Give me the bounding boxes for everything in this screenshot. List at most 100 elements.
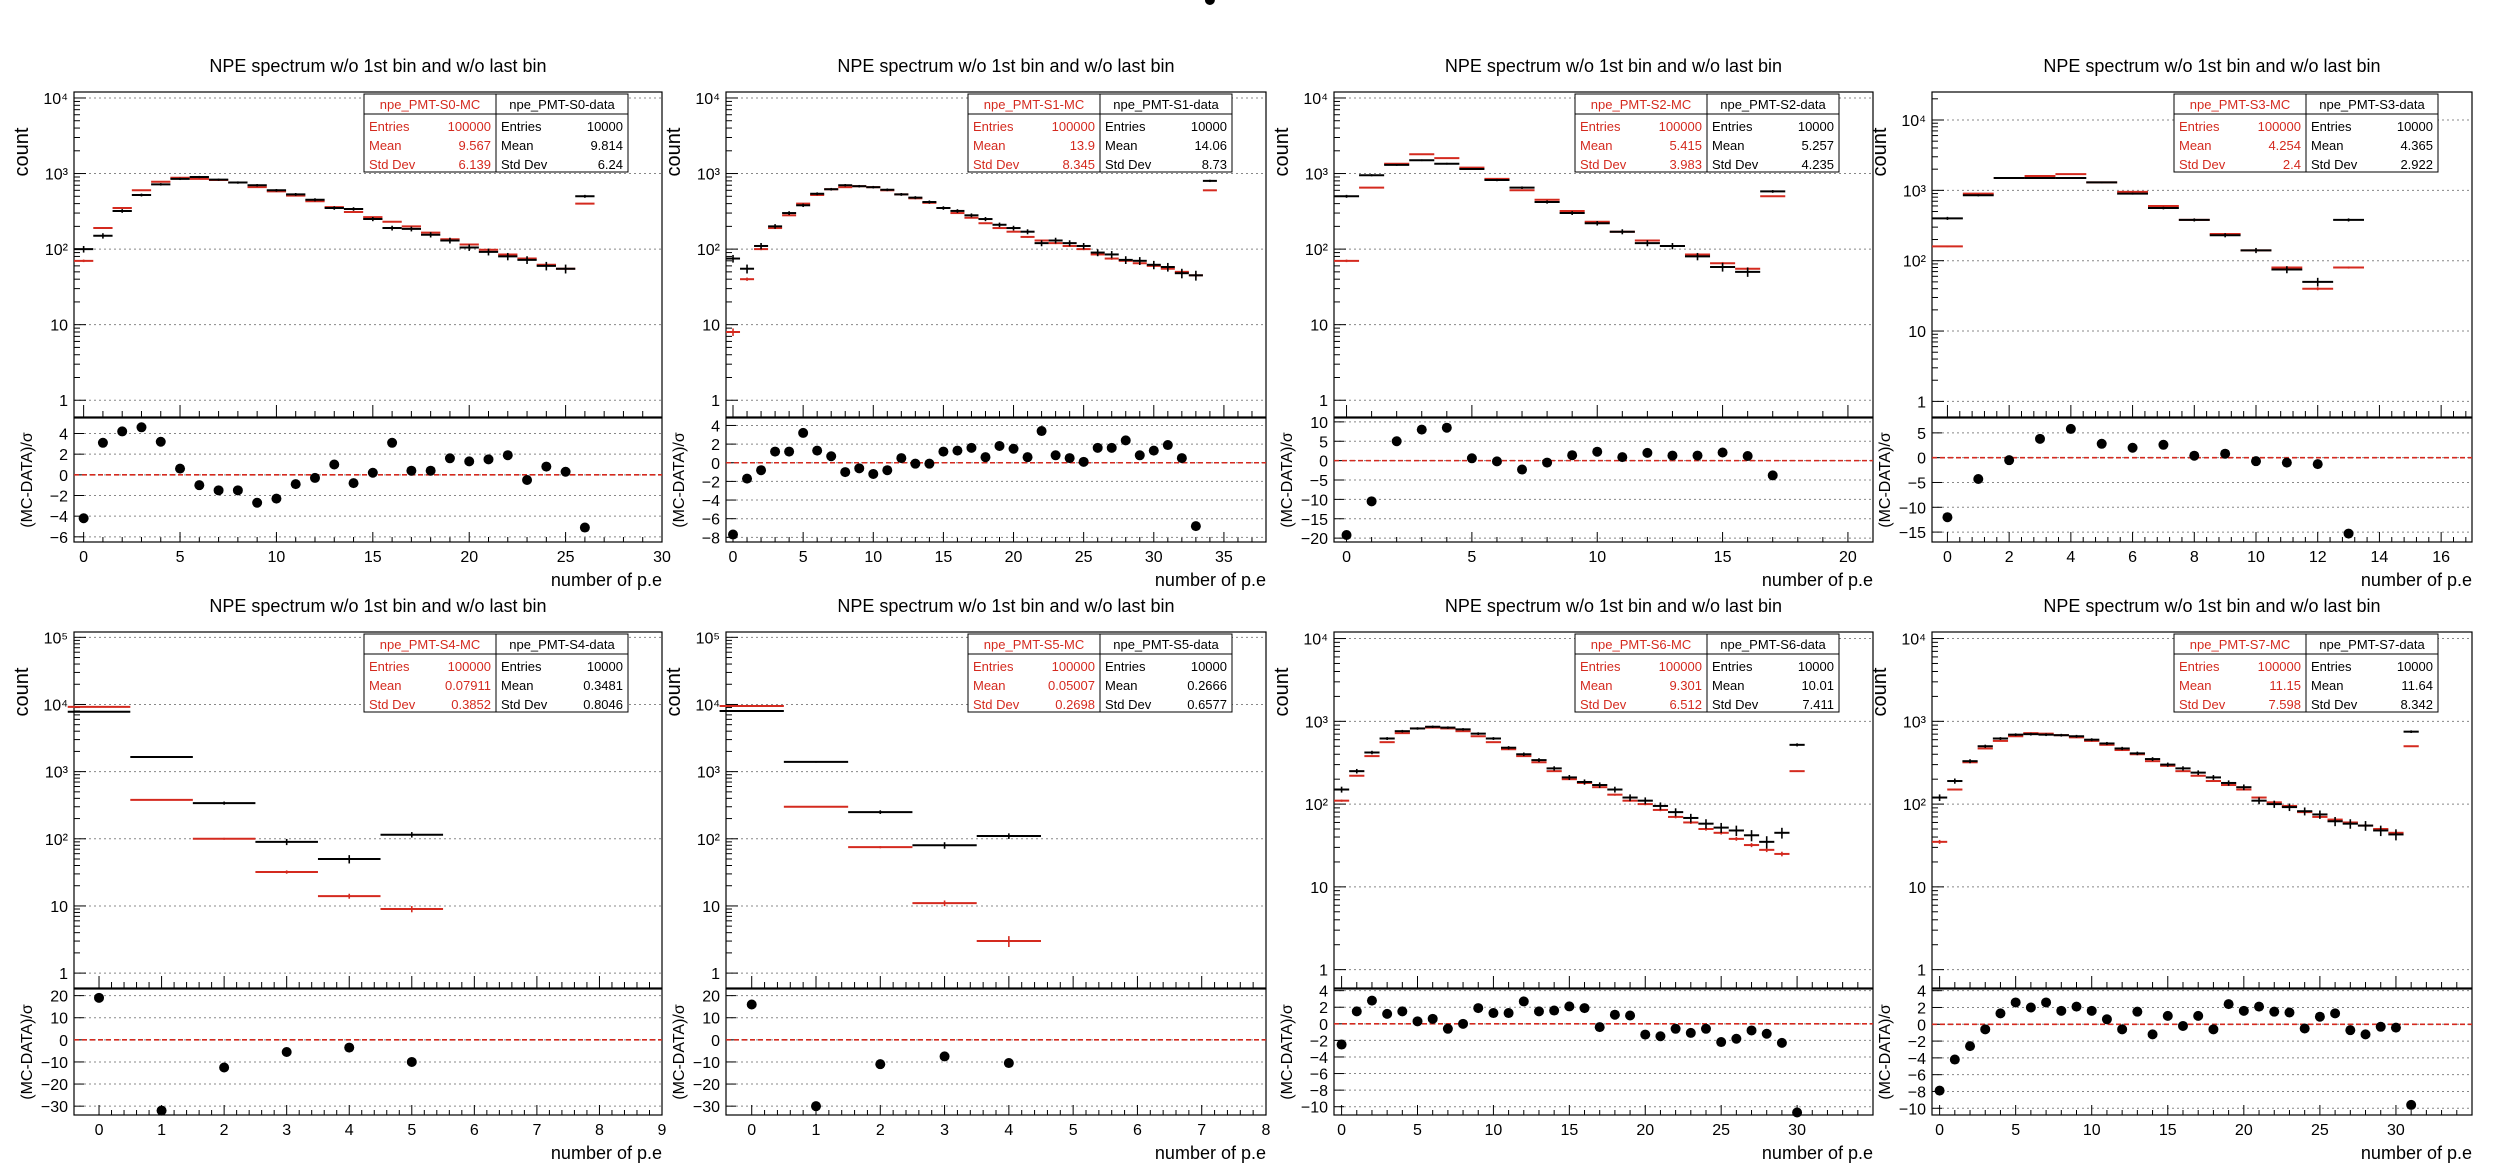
- stats-box-name: npe_PMT-S0-data: [509, 97, 615, 112]
- y-tick-label: 10³: [697, 167, 721, 184]
- ratio-y-tick-label: 5: [1917, 426, 1926, 443]
- y-tick-label: 10⁵: [44, 630, 68, 647]
- stats-value: 100000: [2258, 119, 2301, 134]
- stats-value: 9.814: [590, 138, 623, 153]
- ratio-point: [798, 427, 809, 438]
- y-tick-label: 10: [50, 899, 68, 916]
- stats-label: Entries: [369, 119, 410, 134]
- y-tick-label: 10²: [45, 832, 69, 849]
- x-tick-label: 10: [1485, 1122, 1503, 1139]
- chart-panel-7: NPE spectrum w/o 1st bin and w/o last bi…: [1869, 596, 2473, 1163]
- ratio-point: [1517, 464, 1528, 475]
- ratio-point: [854, 463, 865, 474]
- ratio-y-tick-label: −10: [1899, 500, 1926, 517]
- ratio-y-tick-label: −8: [1908, 1084, 1926, 1101]
- stats-label: Mean: [2179, 138, 2212, 153]
- ratio-point: [1204, 0, 1215, 5]
- ratio-point: [1594, 1022, 1605, 1033]
- stats-value: 10000: [2397, 119, 2433, 134]
- x-tick-label: 25: [1712, 1122, 1730, 1139]
- x-tick-label: 35: [1215, 549, 1233, 566]
- ratio-point: [2162, 1010, 2173, 1021]
- ratio-point: [2284, 1007, 2295, 1018]
- x-tick-label: 25: [2311, 1122, 2329, 1139]
- ratio-y-tick-label: −2: [50, 489, 68, 506]
- ratio-plot-frame: [725, 417, 1267, 543]
- x-tick-label: 20: [1005, 549, 1023, 566]
- ratio-point: [425, 465, 436, 476]
- ratio-point: [406, 1056, 417, 1067]
- ratio-point: [94, 992, 105, 1003]
- stats-box-data: npe_PMT-S0-data Entries 10000 Mean 9.814 Std …: [495, 93, 629, 173]
- ratio-plot-frame: [725, 988, 1267, 1116]
- chart-panel-6: NPE spectrum w/o 1st bin and w/o last bi…: [1271, 596, 1874, 1163]
- stats-box-name: npe_PMT-S1-MC: [984, 97, 1084, 112]
- stats-value: 7.411: [1802, 697, 1834, 712]
- ratio-point: [1579, 1003, 1590, 1014]
- x-tick-label: 25: [557, 549, 575, 566]
- series-mc: [1932, 732, 2419, 844]
- y-axis-title: count: [1869, 667, 1891, 716]
- stats-box-frame: [1099, 633, 1233, 713]
- stats-box-name: npe_PMT-S0-MC: [380, 97, 480, 112]
- ratio-point: [2189, 450, 2200, 461]
- y-tick-label: 10: [50, 318, 68, 335]
- ratio-point: [1731, 1033, 1742, 1044]
- stats-box-mc: npe_PMT-S2-MC Entries 100000 Mean 5.415 Std D…: [1574, 93, 1708, 173]
- stats-value: 6.512: [1669, 697, 1702, 712]
- ratio-point: [2390, 1022, 2401, 1033]
- stats-label: Std Dev: [1712, 157, 1759, 172]
- stats-value: 100000: [1659, 659, 1702, 674]
- x-axis-title: number of p.e: [1155, 1143, 1266, 1163]
- stats-box-data: npe_PMT-S5-data Entries 10000 Mean 0.2666 Std…: [1099, 633, 1233, 713]
- ratio-point: [2096, 438, 2107, 449]
- stats-box-data: npe_PMT-S4-data Entries 10000 Mean 0.3481 Std…: [495, 633, 629, 713]
- y-axis-title: count: [663, 127, 685, 176]
- stats-value: 8.73: [1202, 157, 1227, 172]
- x-axis-title: number of p.e: [551, 1143, 662, 1163]
- stats-box-mc: npe_PMT-S0-MC Entries 100000 Mean 9.567 Std D…: [363, 93, 497, 173]
- ratio-y-tick-label: −4: [50, 509, 68, 526]
- ratio-y-axis-title: (MC-DATA)/σ: [19, 1004, 36, 1100]
- ratio-y-tick-label: −2: [1310, 1033, 1328, 1050]
- x-tick-label: 14: [2371, 549, 2389, 566]
- y-tick-label: 10⁴: [43, 697, 68, 714]
- y-tick-label: 10²: [1305, 797, 1329, 814]
- stats-value: 0.2666: [1187, 678, 1227, 693]
- x-tick-label: 0: [1337, 1122, 1346, 1139]
- ratio-point: [939, 1051, 950, 1062]
- ratio-point: [541, 461, 552, 472]
- stats-box-frame: [2305, 93, 2439, 173]
- ratio-y-axis-title: (MC-DATA)/σ: [1279, 1004, 1296, 1100]
- ratio-point: [1148, 445, 1159, 456]
- ratio-y-tick-label: −10: [693, 1055, 720, 1072]
- ratio-point: [1934, 1085, 1945, 1096]
- ratio-point: [2035, 433, 2045, 444]
- ratio-point: [156, 1105, 167, 1116]
- ratio-point: [483, 454, 494, 465]
- stats-value: 6.139: [458, 157, 491, 172]
- stats-box-mc: npe_PMT-S7-MC Entries 100000 Mean 11.15 Std D…: [2173, 633, 2307, 713]
- ratio-y-tick-label: 0: [1917, 1017, 1926, 1034]
- y-axis-title: count: [1271, 127, 1293, 176]
- ratio-point: [1366, 496, 1377, 507]
- stats-value: 10000: [587, 659, 623, 674]
- stats-label: Mean: [2311, 138, 2344, 153]
- stats-box-name: npe_PMT-S4-MC: [380, 637, 480, 652]
- stats-box-frame: [967, 93, 1101, 173]
- ratio-plot-frame: [1931, 417, 2473, 543]
- y-tick-label: 10: [1908, 324, 1926, 341]
- ratio-points: [94, 992, 417, 1116]
- stats-box-name: npe_PMT-S4-data: [509, 637, 615, 652]
- stats-value: 0.05007: [1048, 678, 1095, 693]
- stats-value: 10.01: [1801, 678, 1834, 693]
- ratio-y-tick-label: −20: [41, 1077, 68, 1094]
- x-tick-label: 7: [532, 1122, 541, 1139]
- y-axis-title: count: [1271, 667, 1293, 716]
- ratio-y-tick-label: −15: [1899, 525, 1926, 542]
- series-data: [1334, 159, 1786, 277]
- stats-value: 0.07911: [445, 678, 491, 693]
- series-data: [726, 179, 1217, 281]
- stats-label: Std Dev: [2311, 157, 2358, 172]
- x-tick-label: 15: [2159, 1122, 2177, 1139]
